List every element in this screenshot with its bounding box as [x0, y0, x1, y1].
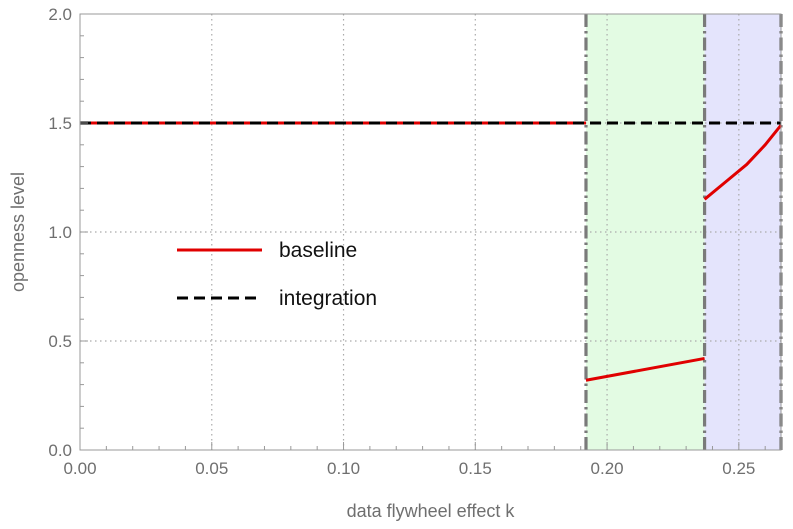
shaded-region-1 [704, 14, 781, 450]
series-lines [80, 121, 783, 382]
legend-label-integration: integration [279, 287, 377, 310]
y-tick-label-1: 0.5 [48, 332, 72, 351]
x-tick-label-1: 0.05 [195, 459, 228, 478]
series-baseline-segment-2 [703, 124, 783, 201]
y-tick-label-4: 2.0 [48, 5, 72, 24]
x-tick-label-3: 0.15 [459, 459, 492, 478]
x-tick-label-2: 0.10 [327, 459, 360, 478]
x-tick-labels: 0.00 0.05 0.10 0.15 0.20 0.25 [63, 459, 755, 478]
x-tick-label-0: 0.00 [63, 459, 96, 478]
x-tick-label-4: 0.20 [591, 459, 624, 478]
axis-ticks [79, 13, 766, 451]
legend: baseline integration [177, 239, 377, 310]
y-axis-label: openness level [8, 172, 28, 292]
y-tick-label-0: 0.0 [48, 441, 72, 460]
y-tick-labels: 0.0 0.5 1.0 1.5 2.0 [48, 5, 72, 460]
legend-label-baseline: baseline [279, 239, 357, 262]
x-tick-label-5: 0.25 [722, 459, 755, 478]
y-tick-label-3: 1.5 [48, 114, 72, 133]
y-tick-label-2: 1.0 [48, 223, 72, 242]
series-baseline-segment-1 [585, 356, 705, 382]
x-axis-label: data flywheel effect k [347, 501, 516, 521]
